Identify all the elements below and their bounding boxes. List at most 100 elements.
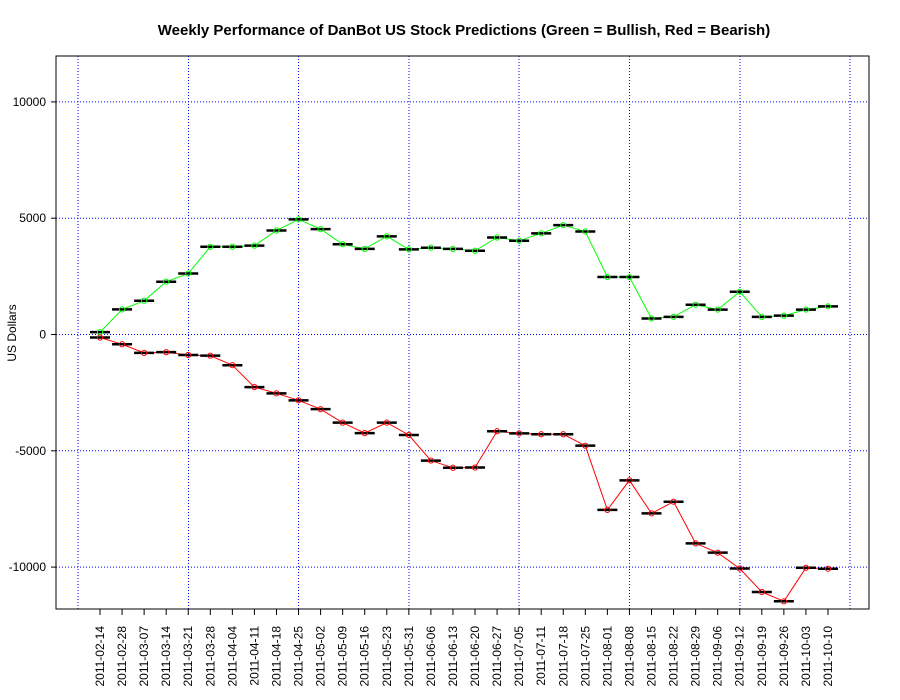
data-point — [405, 431, 412, 439]
x-tick-label: 2011-02-28 — [115, 626, 129, 687]
data-point — [736, 288, 743, 295]
x-tick-label: 2011-08-22 — [667, 626, 681, 687]
data-point — [185, 270, 192, 277]
x-tick-label: 2011-07-18 — [556, 626, 570, 687]
data-point — [163, 349, 170, 356]
data-point — [538, 431, 545, 438]
data-point — [560, 222, 567, 229]
data-point — [427, 244, 434, 251]
x-tick-label: 2011-08-15 — [645, 626, 659, 687]
data-point — [802, 306, 810, 313]
data-point — [758, 588, 765, 596]
data-point — [383, 233, 390, 240]
x-tick-label: 2011-10-03 — [799, 626, 813, 687]
data-point — [273, 227, 280, 234]
series-1 — [90, 334, 838, 605]
data-point — [449, 245, 457, 253]
data-point — [780, 312, 787, 319]
data-point — [229, 243, 236, 250]
x-tick-label: 2011-03-14 — [159, 626, 173, 687]
x-tick-label: 2011-06-20 — [468, 626, 482, 687]
x-tick-label: 2011-07-25 — [578, 626, 592, 687]
data-point — [670, 498, 677, 505]
data-point — [185, 351, 192, 359]
x-tick-label: 2011-04-25 — [292, 626, 306, 687]
data-point — [516, 237, 523, 244]
y-tick-label: -10000 — [9, 560, 47, 574]
x-tick-label: 2011-08-08 — [622, 626, 636, 687]
data-point — [736, 565, 743, 572]
x-axis: 2011-02-14 2011-02-28 2011-03-07 2011-03-14… — [93, 609, 835, 687]
x-tick-label: 2011-03-07 — [137, 626, 151, 687]
x-tick-label: 2011-10-10 — [821, 626, 835, 687]
plot-frame — [55, 55, 870, 610]
chart-title: Weekly Performance of DanBot US Stock Pr… — [158, 22, 770, 39]
x-tick-label: 2011-06-13 — [446, 626, 460, 687]
data-point — [471, 464, 479, 471]
y-tick-label: 10000 — [13, 95, 47, 109]
data-point — [405, 246, 412, 253]
data-point — [163, 278, 170, 285]
data-point — [493, 234, 501, 241]
data-point — [648, 510, 655, 517]
x-tick-label: 2011-02-14 — [93, 626, 107, 687]
data-point — [361, 430, 368, 437]
data-point — [626, 273, 633, 281]
data-point — [692, 301, 699, 308]
data-point — [449, 464, 457, 471]
series-line — [99, 218, 829, 333]
y-tick-label: -5000 — [15, 444, 46, 458]
y-axis-label: US Dollars — [5, 304, 19, 361]
data-point — [251, 242, 258, 249]
x-tick-label: 2011-05-16 — [358, 626, 372, 687]
data-point — [824, 303, 832, 310]
data-point — [295, 216, 302, 223]
data-point — [714, 549, 721, 556]
y-tick-label: 0 — [39, 328, 46, 342]
data-point — [714, 306, 721, 313]
data-point — [207, 352, 214, 359]
data-point — [118, 341, 126, 348]
series-line — [99, 337, 829, 602]
x-tick-label: 2011-06-06 — [424, 626, 438, 687]
x-tick-label: 2011-09-19 — [755, 626, 769, 687]
x-tick-label: 2011-05-02 — [314, 626, 328, 687]
data-point — [471, 247, 479, 254]
data-point — [383, 419, 390, 426]
data-point — [141, 297, 148, 304]
x-tick-label: 2011-04-18 — [269, 626, 283, 687]
series-0 — [90, 216, 838, 336]
data-point — [626, 477, 633, 484]
data-point — [604, 506, 611, 513]
data-point — [317, 406, 324, 413]
y-axis: -10000 -5000 0 5000 10000 — [9, 95, 56, 574]
data-point — [251, 383, 258, 391]
y-tick-label: 5000 — [19, 211, 46, 225]
data-point — [802, 564, 810, 571]
grid — [56, 56, 869, 609]
data-point — [824, 565, 832, 572]
x-tick-label: 2011-05-31 — [402, 626, 416, 687]
x-tick-label: 2011-05-23 — [380, 626, 394, 687]
x-tick-label: 2011-08-01 — [600, 626, 614, 687]
data-point — [582, 228, 589, 235]
data-point — [493, 428, 501, 435]
data-point — [604, 273, 611, 281]
data-point — [560, 431, 567, 438]
data-point — [516, 430, 523, 437]
x-tick-label: 2011-09-12 — [733, 626, 747, 687]
data-point — [780, 598, 787, 605]
x-tick-label: 2011-06-27 — [490, 626, 504, 687]
x-tick-label: 2011-09-26 — [777, 626, 791, 687]
data-point — [692, 540, 699, 547]
x-tick-label: 2011-03-28 — [203, 626, 217, 687]
data-point — [582, 442, 589, 449]
data-point — [758, 313, 765, 320]
data-point — [96, 334, 104, 341]
data-point — [118, 306, 126, 313]
series-group — [90, 216, 838, 605]
data-point — [427, 457, 434, 464]
data-point — [361, 245, 368, 253]
data-point — [141, 349, 148, 356]
data-point — [273, 390, 280, 397]
